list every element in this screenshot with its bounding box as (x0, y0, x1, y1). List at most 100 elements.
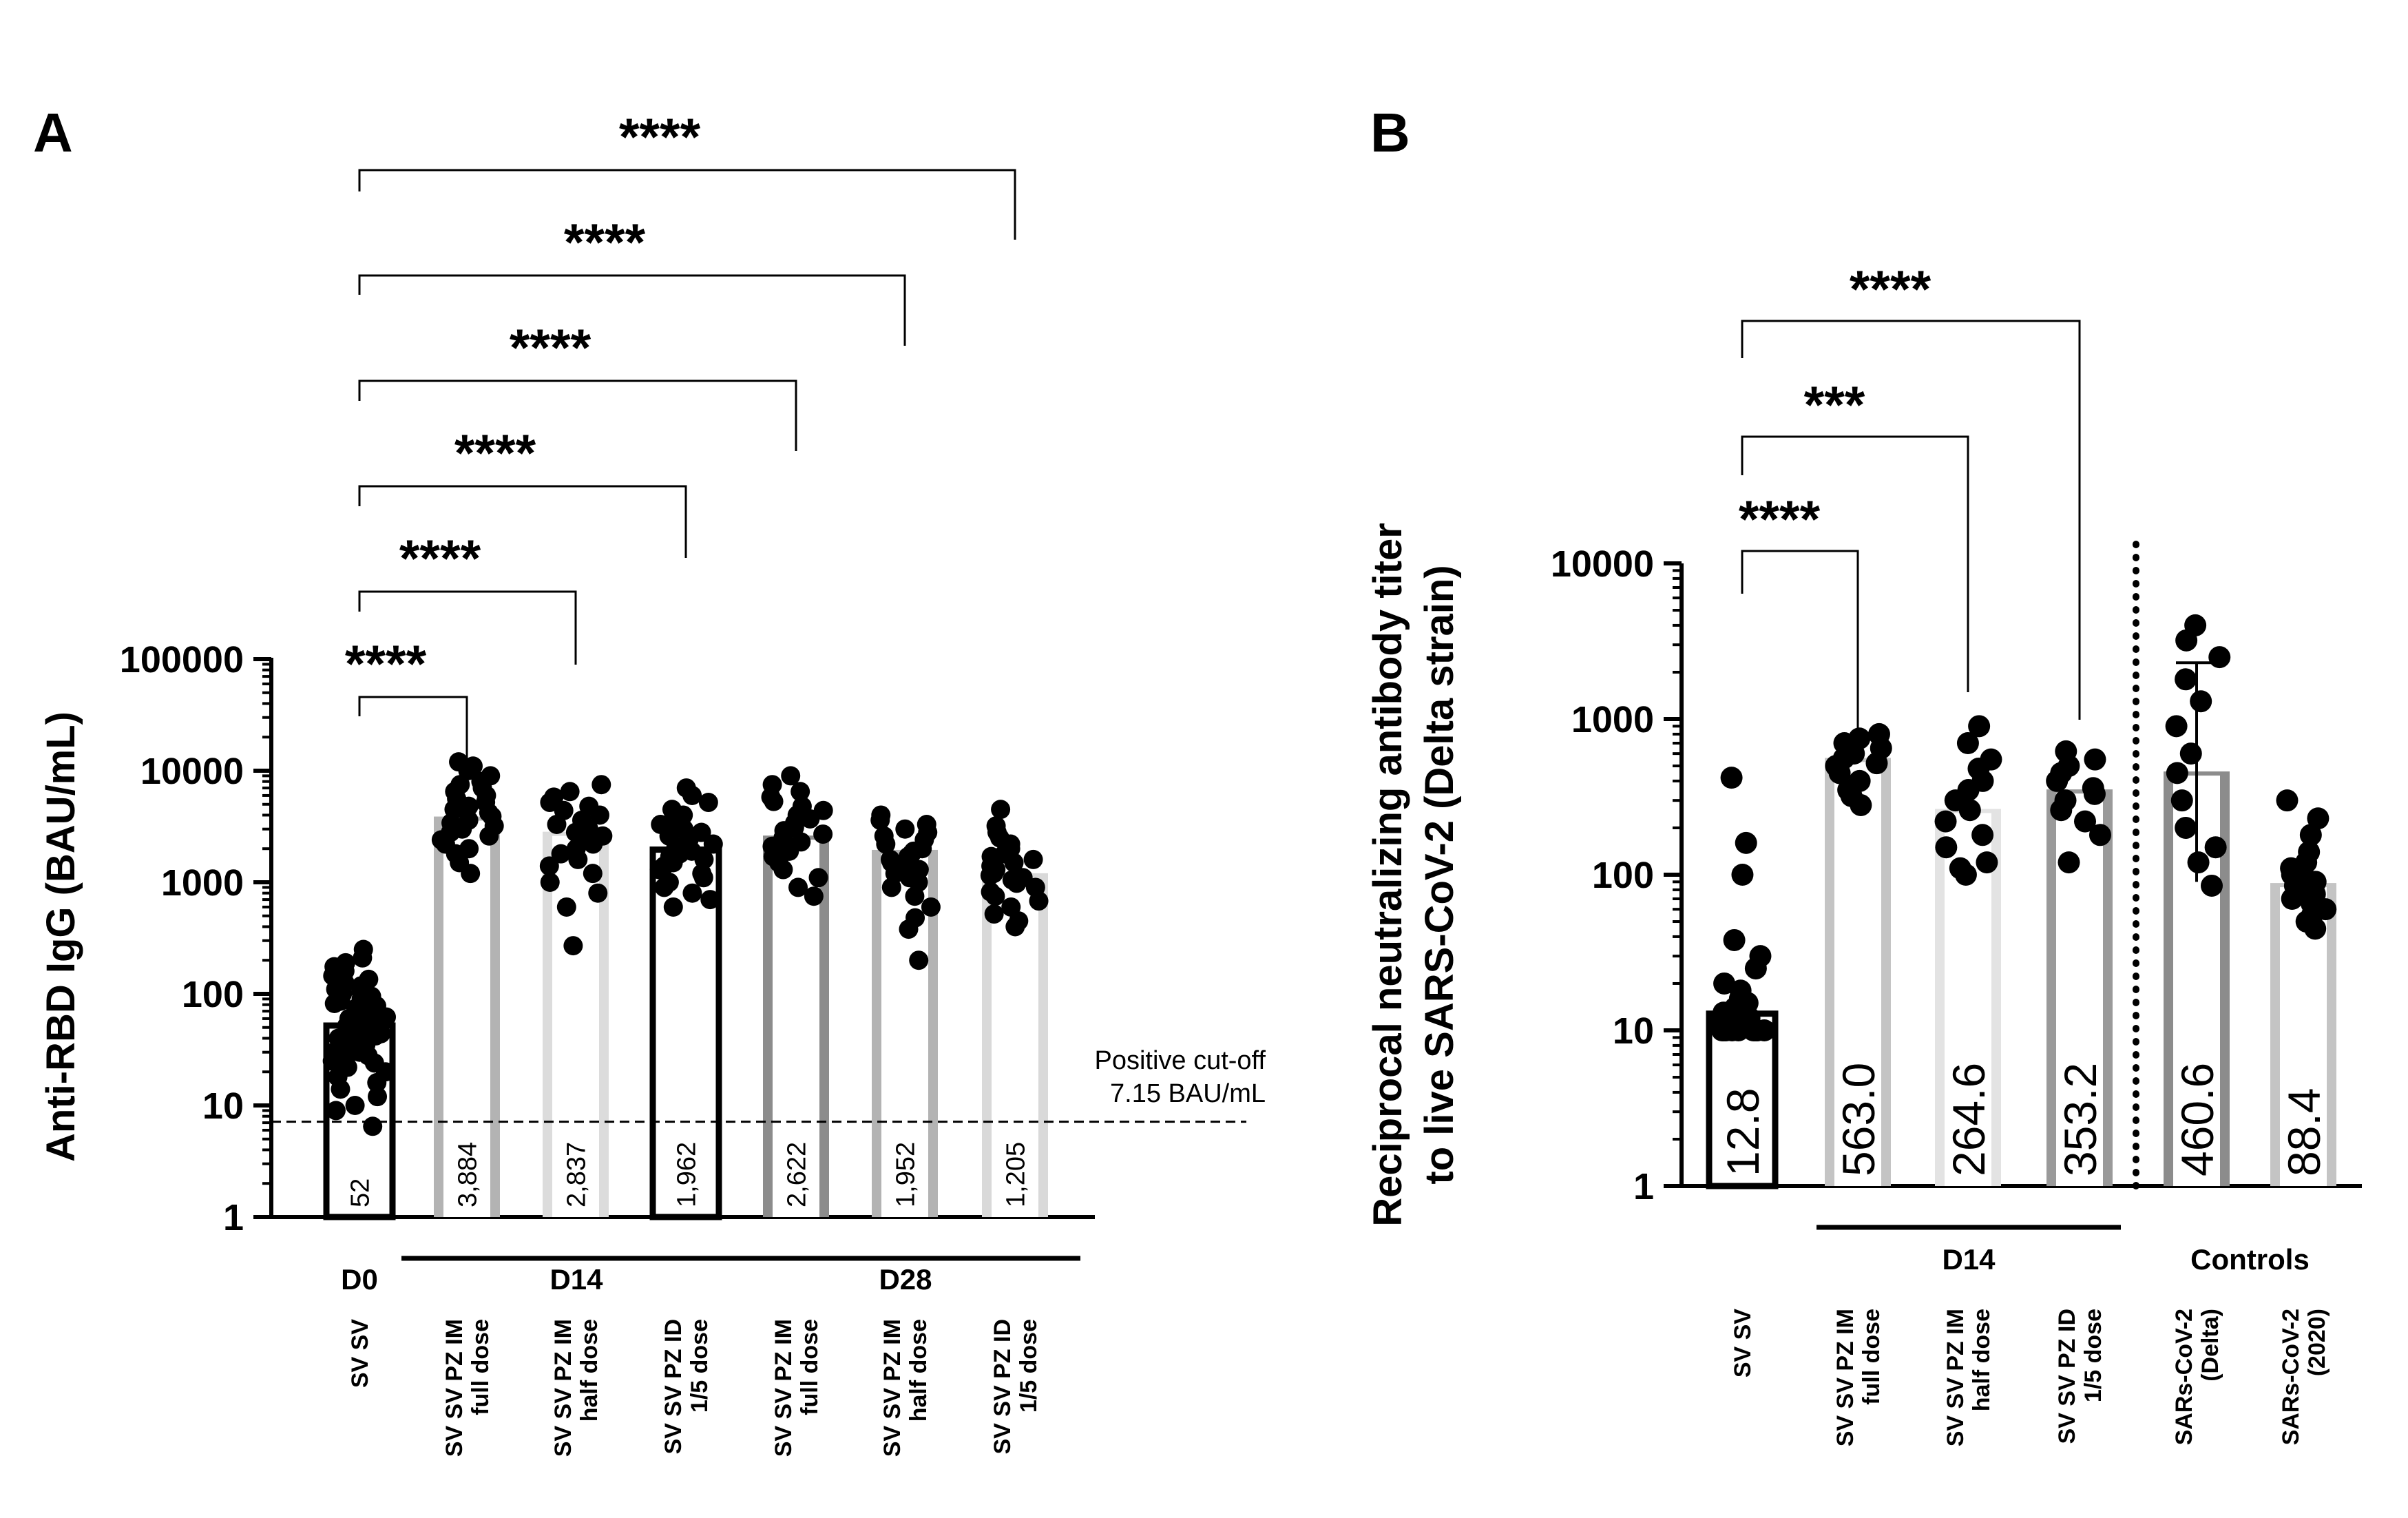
data-point (544, 787, 564, 807)
y-tick-label: 1000 (161, 862, 244, 904)
data-point (791, 832, 811, 852)
category-label: SV SV PZ ID 1/5 dose (990, 1319, 1042, 1455)
data-point (663, 897, 683, 917)
data-point (1023, 849, 1043, 869)
data-point (1731, 864, 1754, 886)
significance-label: *** (1804, 376, 1865, 435)
data-point (2187, 851, 2210, 874)
data-point (588, 883, 608, 903)
data-point (2054, 789, 2077, 812)
y-tick-label: 10000 (1551, 543, 1654, 585)
data-point (2200, 874, 2223, 897)
y-tick-label: 10 (202, 1085, 244, 1127)
data-point (691, 822, 711, 842)
data-point (2204, 836, 2227, 859)
data-point (363, 1116, 383, 1136)
group-label: D14 (1942, 1243, 1996, 1276)
data-point (1735, 831, 1757, 854)
panel-a: A 1 10 100 1000 10000 100000 Anti-RBD IgG (BA… (33, 102, 1266, 1457)
data-point (788, 877, 808, 897)
data-point (579, 796, 599, 816)
significance-bracket (358, 380, 797, 451)
data-point (359, 969, 379, 989)
data-point (792, 796, 812, 816)
category-label: SV SV (347, 1319, 373, 1388)
data-point (2276, 789, 2299, 812)
category-label-line: 1/5 dose (687, 1319, 713, 1413)
data-point (662, 800, 682, 820)
data-point (682, 883, 702, 903)
data-point (2082, 777, 2104, 800)
data-point (2307, 807, 2330, 830)
category-label-line: SV SV PZ ID (660, 1319, 687, 1455)
category-label-line: 1/5 dose (2080, 1309, 2106, 1402)
significance-bracket (1741, 320, 2081, 720)
data-point (449, 752, 469, 772)
data-point (905, 908, 925, 928)
data-point (2175, 668, 2197, 691)
category-label-line: full dose (797, 1319, 823, 1415)
y-axis-title-line2: to live SARS-CoV-2 (Delta strain) (1417, 565, 1462, 1184)
data-point (1971, 824, 1994, 846)
data-point (1935, 836, 1958, 859)
bar-value-label: 1,962 (673, 1142, 702, 1207)
category-label: SARs-CoV-2 (Delta) (2171, 1309, 2223, 1445)
data-point (583, 864, 603, 884)
data-point (813, 800, 833, 820)
significance-label: **** (399, 530, 481, 588)
data-point (921, 897, 941, 917)
y-axis-title: Reciprocal neutralizing antibody titer (1365, 523, 1410, 1227)
category-label-line: half dose (905, 1319, 932, 1422)
data-point (895, 819, 915, 839)
category-label: SV SV PZ IM half dose (1943, 1309, 1995, 1446)
data-point (1980, 748, 2002, 771)
data-point (1956, 732, 1979, 755)
bar-value-label: 1,205 (1002, 1142, 1031, 1207)
panel-b: B 1 10 100 1000 10000 Reciprocal neutralizin… (1365, 102, 2362, 1446)
significance-label: **** (1739, 490, 1821, 549)
category-label-line: SARs-CoV-2 (2278, 1309, 2304, 1445)
data-point (703, 834, 723, 854)
group-label: Controls (2190, 1243, 2310, 1276)
bar-value-label: 353.2 (2055, 1063, 2106, 1176)
category-label-line: SV SV (347, 1319, 373, 1388)
category-label-line: half dose (1969, 1309, 1995, 1411)
data-point (2055, 740, 2077, 762)
data-point (556, 897, 576, 917)
data-point (1934, 810, 1957, 833)
data-point (2170, 789, 2193, 812)
bar-value-label: 88.4 (2279, 1088, 2330, 1176)
bar-value-label: 2,622 (783, 1142, 812, 1207)
cutoff-label: Positive cut-off (1094, 1046, 1266, 1075)
category-label-line: half dose (576, 1319, 603, 1422)
significance-label: **** (510, 319, 591, 377)
group-label: D14 (549, 1263, 603, 1296)
data-point (539, 856, 559, 876)
bar-value-label: 2,837 (563, 1142, 591, 1207)
category-label-line: 1/5 dose (1016, 1319, 1042, 1413)
data-point (1713, 972, 1736, 995)
data-point (459, 839, 479, 859)
data-point (762, 775, 782, 795)
category-label: SV SV (1730, 1309, 1756, 1377)
category-label-line: SV SV PZ IM (550, 1319, 576, 1457)
bar-value-label: 3,884 (454, 1142, 483, 1207)
y-tick-label: 1 (223, 1197, 244, 1238)
bar-value-label: 563.0 (1833, 1063, 1884, 1176)
category-label: SV SV PZ IM full dose (441, 1319, 494, 1457)
data-point (1749, 945, 1772, 968)
panel-letter-a: A (33, 102, 73, 163)
significance-label: **** (345, 635, 427, 694)
category-label-line: SV SV PZ IM (879, 1319, 905, 1457)
cutoff-label-line2: 7.15 BAU/mL (1110, 1079, 1266, 1108)
data-point (2179, 742, 2202, 765)
bar-value-label: 52 (346, 1178, 375, 1207)
data-point (368, 1087, 388, 1107)
data-point (880, 849, 900, 869)
panel-letter-b: B (1370, 102, 1410, 163)
data-point (808, 868, 828, 888)
category-label-line: SV SV (1730, 1309, 1756, 1377)
category-label-line: SV SV PZ IM (771, 1319, 797, 1457)
data-point (345, 1096, 365, 1115)
